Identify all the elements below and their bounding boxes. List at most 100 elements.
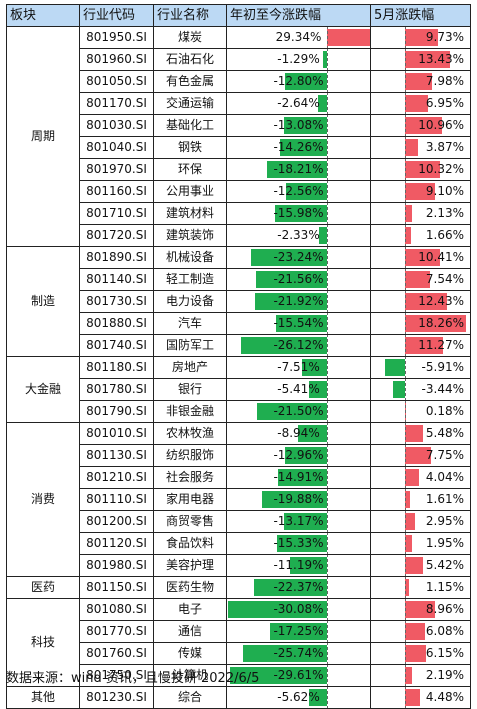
industry-name-cell: 非银金融 xyxy=(153,400,227,423)
may-change-bar xyxy=(405,183,436,200)
may-zero-axis xyxy=(405,269,406,290)
sector-cell: 医药 xyxy=(6,576,80,599)
industry-code-cell: 801720.SI xyxy=(79,224,154,247)
ytd-change-label: -26.12% xyxy=(273,338,324,352)
may-zero-axis xyxy=(405,467,406,488)
may-change-label: 6.95% xyxy=(425,96,464,110)
ytd-zero-axis xyxy=(327,27,328,48)
may-zero-axis xyxy=(405,379,406,400)
ytd-change-label: -15.33% xyxy=(273,536,324,550)
industry-code-cell: 801710.SI xyxy=(79,202,154,225)
ytd-change-label: -21.56% xyxy=(273,272,324,286)
ytd-change-cell: -17.25% xyxy=(226,620,371,643)
may-change-bar xyxy=(405,579,409,596)
may-change-bar xyxy=(405,227,411,244)
industry-name-cell: 农林牧渔 xyxy=(153,422,227,445)
ytd-zero-axis xyxy=(327,511,328,532)
table-row: 801740.SI 国防军工 -26.12% 11.27% xyxy=(7,334,471,357)
may-zero-axis xyxy=(405,533,406,554)
ytd-zero-axis xyxy=(327,577,328,598)
may-zero-axis xyxy=(405,313,406,334)
ytd-change-bar xyxy=(309,381,327,398)
ytd-change-label: -13.17% xyxy=(273,514,324,528)
may-zero-axis xyxy=(405,423,406,444)
industry-name-cell: 家用电器 xyxy=(153,488,227,511)
table-row: 801730.SI 电力设备 -21.92% 12.43% xyxy=(7,290,471,313)
ytd-change-bar xyxy=(228,601,327,618)
ytd-change-bar xyxy=(270,623,327,640)
industry-name-cell: 通信 xyxy=(153,620,227,643)
ytd-change-bar xyxy=(256,271,327,288)
may-change-label: 1.15% xyxy=(425,580,464,594)
table-row: 801750.SI 计算机 -29.61% 2.19% xyxy=(7,664,471,687)
industry-name-cell: 国防军工 xyxy=(153,334,227,357)
may-change-cell: 2.95% xyxy=(370,510,471,533)
may-change-label: 5.42% xyxy=(425,558,464,572)
industry-code-cell: 801740.SI xyxy=(79,334,154,357)
may-change-cell: 10.32% xyxy=(370,158,471,181)
ytd-zero-axis xyxy=(327,555,328,576)
may-zero-axis xyxy=(405,555,406,576)
may-change-cell: 1.61% xyxy=(370,488,471,511)
ytd-change-label: -1.29% xyxy=(277,52,320,66)
may-change-cell: 9.73% xyxy=(370,26,471,49)
ytd-change-cell: -30.08% xyxy=(226,598,371,621)
may-zero-axis xyxy=(405,159,406,180)
may-change-cell: 10.96% xyxy=(370,114,471,137)
ytd-zero-axis xyxy=(327,423,328,444)
may-change-bar xyxy=(405,491,411,508)
ytd-change-label: -13.08% xyxy=(273,118,324,132)
may-change-label: 8.96% xyxy=(425,602,464,616)
may-change-label: 1.95% xyxy=(425,536,464,550)
ytd-change-cell: -15.33% xyxy=(226,532,371,555)
ytd-change-label: -21.92% xyxy=(273,294,324,308)
industry-name-cell: 环保 xyxy=(153,158,227,181)
may-change-bar xyxy=(405,139,418,156)
may-change-label: 1.66% xyxy=(425,228,464,242)
industry-code-cell: 801040.SI xyxy=(79,136,154,159)
sector-returns-table: 板块 行业代码 行业名称 年初至今涨跌幅 5月涨跌幅 周期 801950.SI 煤炭… xyxy=(6,4,471,709)
may-change-cell: 6.08% xyxy=(370,620,471,643)
ytd-change-cell: -7.51% xyxy=(226,356,371,379)
table-row: 大金融 801180.SI 房地产 -7.51% -5.91% xyxy=(6,356,471,423)
ytd-change-label: -8.94% xyxy=(277,426,320,440)
industry-name-cell: 纺织服饰 xyxy=(153,444,227,467)
may-change-bar xyxy=(405,205,413,222)
ytd-zero-axis xyxy=(327,313,328,334)
industry-code-cell: 801950.SI xyxy=(79,26,154,49)
ytd-change-label: -12.56% xyxy=(273,184,324,198)
ytd-change-label: -5.62% xyxy=(277,690,320,704)
table-row: 医药 801150.SI 医药生物 -22.37% 1.15% xyxy=(6,576,471,599)
header-may-change: 5月涨跌幅 xyxy=(370,4,471,27)
may-zero-axis xyxy=(405,115,406,136)
industry-code-cell: 801170.SI xyxy=(79,92,154,115)
may-change-label: 0.18% xyxy=(425,404,464,418)
sector-cell: 其他 xyxy=(6,686,80,709)
ytd-change-bar xyxy=(290,557,327,574)
may-change-cell: 7.54% xyxy=(370,268,471,291)
may-change-cell: 9.10% xyxy=(370,180,471,203)
may-change-label: 12.43% xyxy=(418,294,464,308)
may-zero-axis xyxy=(405,401,406,422)
may-zero-axis xyxy=(405,291,406,312)
ytd-zero-axis xyxy=(327,401,328,422)
ytd-change-cell: -12.80% xyxy=(226,70,371,93)
ytd-change-cell: -15.54% xyxy=(226,312,371,335)
industry-code-cell: 801770.SI xyxy=(79,620,154,643)
may-change-label: 13.43% xyxy=(418,52,464,66)
may-zero-axis xyxy=(405,621,406,642)
industry-name-cell: 社会服务 xyxy=(153,466,227,489)
table-row: 801770.SI 通信 -17.25% 6.08% xyxy=(7,620,471,643)
ytd-change-bar xyxy=(256,403,327,420)
industry-name-cell: 公用事业 xyxy=(153,180,227,203)
may-change-label: 2.13% xyxy=(425,206,464,220)
ytd-zero-axis xyxy=(327,269,328,290)
ytd-change-bar xyxy=(285,73,327,90)
ytd-zero-axis xyxy=(327,665,328,686)
ytd-change-label: 29.34% xyxy=(275,30,322,44)
may-change-label: 2.19% xyxy=(425,668,464,682)
table-row: 801040.SI 钢铁 -14.26% 3.87% xyxy=(7,136,471,159)
ytd-change-bar xyxy=(327,29,370,46)
ytd-change-cell: -5.62% xyxy=(226,686,371,709)
industry-name-cell: 房地产 xyxy=(153,356,227,379)
